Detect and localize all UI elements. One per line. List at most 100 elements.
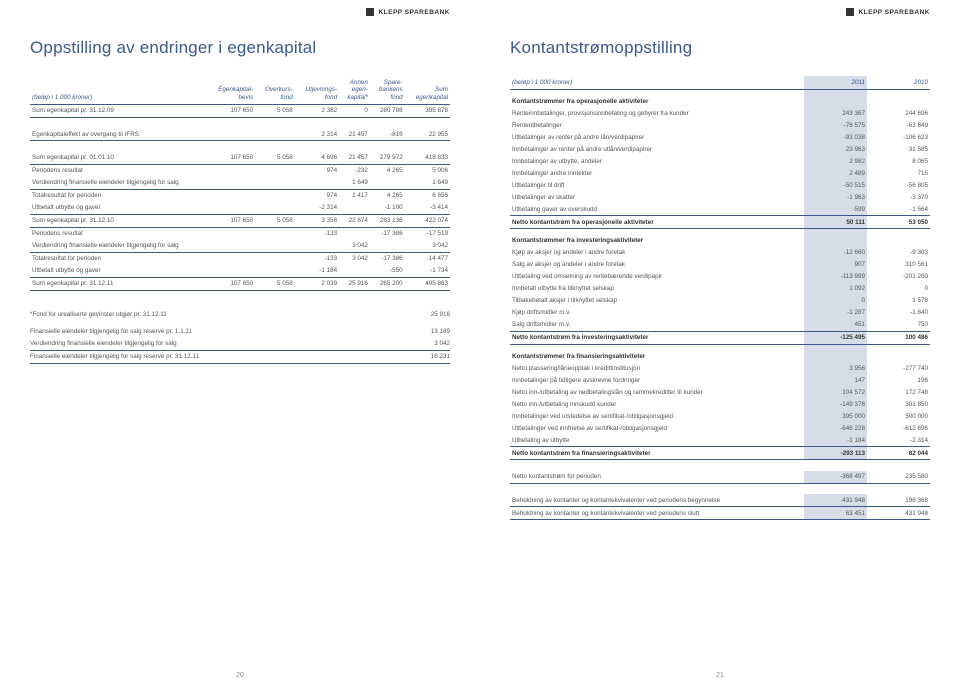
cell-value <box>370 117 405 128</box>
section-header: Kontantstrømmer fra finansieringsaktivit… <box>510 344 930 362</box>
note-row: Finansielle eiendeler tilgjengelig for s… <box>30 326 450 338</box>
cell-value: -1 287 <box>804 307 867 319</box>
cell-value: -293 113 <box>804 447 867 460</box>
cell-value <box>206 177 255 190</box>
table-row: Verdiendring finansielle eiendeler tilgj… <box>30 177 450 190</box>
cell-value: 974 <box>295 164 339 177</box>
cell-value <box>255 202 295 215</box>
cell-value: 104 572 <box>804 386 867 398</box>
note-value: 13 189 <box>431 328 450 335</box>
row-label: Kjøp driftsmidler m.v. <box>510 307 804 319</box>
cell-value <box>255 252 295 265</box>
cell-value: 31 585 <box>867 143 930 155</box>
table-row: Totalresultat for perioden9741 4174 2656… <box>30 189 450 202</box>
row-label: Innbetalt utbytte fra tilknyttet selskap <box>510 283 804 295</box>
cell-value <box>405 141 450 152</box>
col-overkursfond: Overkurs-fond <box>255 76 295 104</box>
cell-value: -56 805 <box>867 179 930 191</box>
cell-value: -277 740 <box>867 362 930 374</box>
cell-value: 279 972 <box>370 152 405 165</box>
table-row: Periodens resultat-133-17 386-17 519 <box>30 227 450 240</box>
page-number: 20 <box>236 672 244 679</box>
cell-value <box>206 117 255 128</box>
cell-value <box>339 141 370 152</box>
cell-value <box>206 128 255 141</box>
row-label: Netto kontantstrøm for perioden <box>510 471 804 484</box>
cell-value: 500 000 <box>867 410 930 422</box>
cell-value: 5 058 <box>255 152 295 165</box>
cell-value: -14 477 <box>405 252 450 265</box>
cell-value: -3 414 <box>405 202 450 215</box>
row-label: Utbetaling av utbytte <box>510 434 804 447</box>
table-row: Netto kontantstrøm for perioden-368 4972… <box>510 471 930 484</box>
brand-logo-icon <box>846 8 854 16</box>
col-egenkapitalbevis: Egenkapital-bevis <box>206 76 255 104</box>
cell-value: -2 314 <box>867 434 930 447</box>
cell-value <box>295 240 339 253</box>
cell-value: 21 457 <box>339 128 370 141</box>
table-row: Netto inn-/utbetaling av nedbetalingslån… <box>510 386 930 398</box>
row-label: Totalresultat for perioden <box>30 189 206 202</box>
row-label: Netto inn-/utbetaling innskudd kunder <box>510 398 804 410</box>
row-label: Netto inn-/utbetaling av nedbetalingslån… <box>510 386 804 398</box>
cell-value: -1 564 <box>867 203 930 216</box>
cell-value: 5 058 <box>255 214 295 227</box>
note-label: *Fond for urealiserte gevinster utgjør p… <box>30 311 274 318</box>
table-row: Renteinnbetalinger, provisjonsinnbetalin… <box>510 107 930 119</box>
cell-value <box>370 141 405 152</box>
cell-value: -599 <box>804 203 867 216</box>
cell-value: -9 303 <box>867 247 930 259</box>
cell-value: 1 649 <box>405 177 450 190</box>
table-row <box>30 117 450 128</box>
cell-value: 22 955 <box>405 128 450 141</box>
cell-value: 1 649 <box>339 177 370 190</box>
row-label: Innbetalinger andre inntekter <box>510 167 804 179</box>
table-row: Kjøp av aksjer og andeler i andre foreta… <box>510 247 930 259</box>
cell-value: 4 265 <box>370 189 405 202</box>
cell-value <box>339 227 370 240</box>
cell-value: -1 734 <box>405 265 450 278</box>
table-row: Totalresultat for perioden-1333 042-17 3… <box>30 252 450 265</box>
section-title: Kontantstrømmer fra operasjonelle aktivi… <box>510 89 804 107</box>
cell-value: 431 948 <box>867 507 930 520</box>
col-utjevningsfond: Utjevnings-fond <box>295 76 339 104</box>
cell-value <box>370 177 405 190</box>
cell-value: -1 100 <box>370 202 405 215</box>
cell-value <box>405 117 450 128</box>
note-label: Verdiendring finansielle eiendeler tilgj… <box>30 340 274 347</box>
cell-value: -113 999 <box>804 271 867 283</box>
table-row: Innbetalinger av utbytte, andeler2 9828 … <box>510 155 930 167</box>
cell-value: 1 417 <box>339 189 370 202</box>
unit-label: (beløp i 1 000 kroner) <box>30 76 206 104</box>
cell-value: 422 074 <box>405 214 450 227</box>
cell-value: -612 696 <box>867 422 930 434</box>
cell-value <box>206 252 255 265</box>
cell-value: 5 058 <box>255 104 295 117</box>
cell-value: -106 623 <box>867 131 930 143</box>
cell-value: 2 489 <box>804 167 867 179</box>
note-label: Finansielle eiendeler tilgjengelig for s… <box>30 353 274 360</box>
cell-value <box>255 141 295 152</box>
page-number: 21 <box>716 672 724 679</box>
cell-value <box>255 227 295 240</box>
table-row: Utbetalinger til drift-50 515-56 805 <box>510 179 930 191</box>
row-label: Renteinnbetalinger, provisjonsinnbetalin… <box>510 107 804 119</box>
left-title: Oppstilling av endringer i egenkapital <box>30 38 450 58</box>
cell-value <box>206 265 255 278</box>
row-label: Periodens resultat <box>30 164 206 177</box>
cell-value: -76 575 <box>804 119 867 131</box>
cell-value: 82 044 <box>867 447 930 460</box>
cell-value: -63 649 <box>867 119 930 131</box>
cell-value: -149 376 <box>804 398 867 410</box>
row-label: Verdiendring finansielle eiendeler tilgj… <box>30 177 206 190</box>
cell-value: 974 <box>295 189 339 202</box>
table-row: Utbetaling ved omsetning av rentebærende… <box>510 271 930 283</box>
cell-value: 418 833 <box>405 152 450 165</box>
table-row: Verdiendring finansielle eiendeler tilgj… <box>30 240 450 253</box>
table-row: Renteutbetalinger-76 575-63 649 <box>510 119 930 131</box>
left-page: KLEPP SPAREBANK Oppstilling av endringer… <box>0 0 480 689</box>
row-label: Utbetaling gaver av overskudd <box>510 203 804 216</box>
cell-value: -50 515 <box>804 179 867 191</box>
row-label: Beholdning av kontanter og kontantekviva… <box>510 494 804 507</box>
row-label: Utbetalt utbytte og gaver <box>30 202 206 215</box>
